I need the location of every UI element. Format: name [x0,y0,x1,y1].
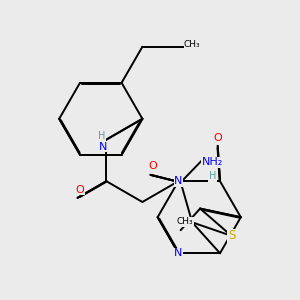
Text: O: O [213,133,222,142]
Text: N: N [174,176,183,186]
Text: N: N [98,142,107,152]
Text: H: H [209,171,216,181]
Text: S: S [228,230,235,242]
Text: O: O [76,184,84,194]
Text: NH₂: NH₂ [202,157,223,167]
Text: N: N [174,248,183,258]
Text: O: O [148,161,157,172]
Text: CH₃: CH₃ [177,218,194,226]
Text: H: H [98,131,105,141]
Text: CH₃: CH₃ [184,40,201,49]
